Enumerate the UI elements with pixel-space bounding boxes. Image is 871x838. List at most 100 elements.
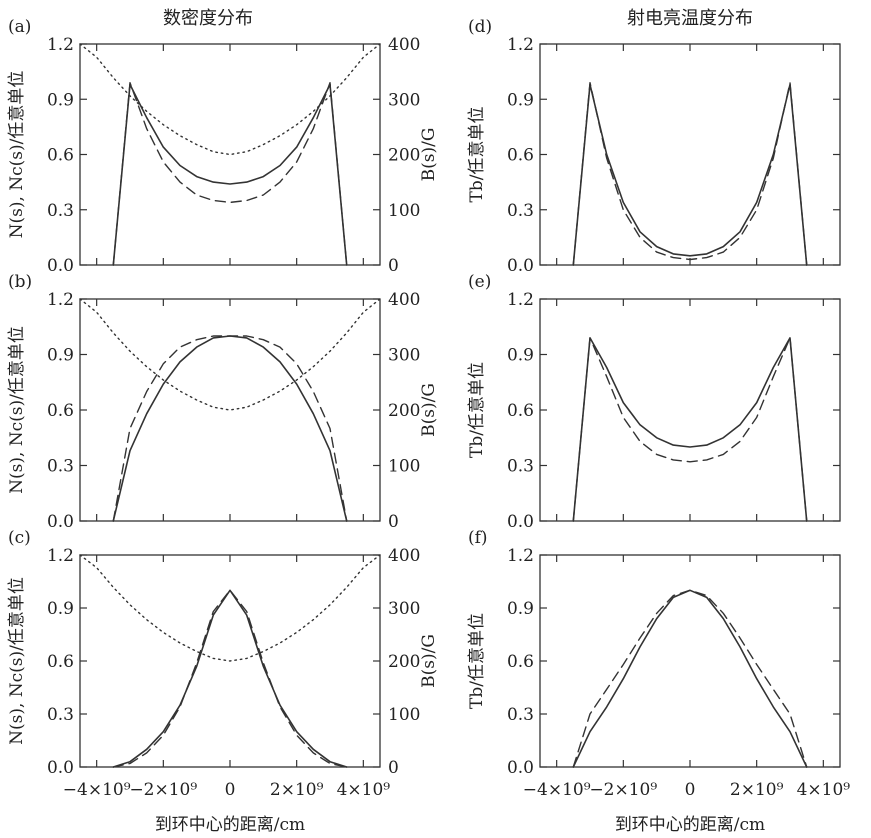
panel-frame (539, 554, 841, 768)
y-tick-label: 0.9 (47, 90, 74, 110)
y2-tick-label: 300 (388, 346, 420, 366)
panel-label: (d) (468, 17, 492, 37)
y2-tick-label: 400 (388, 546, 420, 566)
series-line-solid (112, 335, 348, 522)
y-tick-label: 0.3 (47, 457, 74, 477)
x-axis-label-right: 到环中心的距离/cm (615, 815, 765, 835)
y2-axis-label: B(s)/G (419, 634, 439, 688)
panel-label: (b) (8, 272, 32, 292)
panel-e: (e) 0.0 0.3 0.6 0.9 1.2 Tb/任意单位 (467, 272, 841, 532)
panel-frame (79, 298, 381, 522)
y2-tick-label: 0 (388, 512, 399, 532)
series-line-solid (572, 337, 808, 522)
y-tick-label: 0.6 (47, 401, 74, 421)
y-tick-label: 0.3 (507, 201, 534, 221)
y-tick-label: 0.0 (507, 512, 534, 532)
panel-f: (f) 0.0 0.3 0.6 0.9 1.2 −4×10⁹−2×10⁹ 0 2×10⁹ 4×10… (467, 528, 850, 800)
y-axis-label: Tb/任意单位 (467, 362, 487, 458)
y2-tick-label: 200 (388, 401, 420, 421)
y-tick-label: 0.3 (47, 705, 74, 725)
y-tick-label: 0.6 (507, 652, 534, 672)
y-tick-label: 0.3 (507, 457, 534, 477)
x-tick-label: −4×10⁹ (63, 780, 131, 800)
y2-tick-label: 0 (388, 256, 399, 276)
y-tick-label: 0.9 (507, 599, 534, 619)
y2-tick-label: 400 (388, 290, 420, 310)
y2-tick-label: 200 (388, 652, 420, 672)
x-tick-label: 2×10⁹ (730, 780, 784, 800)
series-line-dotted (79, 298, 381, 411)
column-title-density: 数密度分布 (163, 8, 253, 29)
y2-axis-label: B(s)/G (419, 128, 439, 182)
y-tick-label: 0.6 (47, 146, 74, 166)
panel-frame (539, 43, 841, 266)
y-tick-label: 0.0 (47, 512, 74, 532)
y-tick-label: 0.6 (507, 401, 534, 421)
y-tick-label: 1.2 (507, 546, 534, 566)
series-line-dashed (572, 589, 808, 768)
y-tick-label: 0.3 (507, 705, 534, 725)
panel-label: (e) (468, 272, 491, 292)
y2-tick-label: 200 (388, 146, 420, 166)
panel-b: (b) 0.0 0.3 0.6 0.9 1.2 0 100 200 300 400 B(s)/G N(s… (7, 272, 439, 532)
y2-tick-label: 100 (388, 705, 420, 725)
x-tick-label: −2×10⁹ (129, 780, 197, 800)
x-axis-label-left: 到环中心的距离/cm (155, 815, 305, 835)
series-line-dotted (79, 554, 381, 662)
y2-tick-label: 400 (388, 35, 420, 55)
y-tick-label: 0.6 (507, 146, 534, 166)
y-tick-label: 0.0 (507, 758, 534, 778)
x-tick-label: 0 (225, 780, 236, 800)
y-tick-label: 0.3 (47, 201, 74, 221)
series-line-solid (572, 83, 808, 266)
y-axis-label: N(s), Nc(s)/任意单位 (7, 326, 27, 494)
y-tick-label: 0.6 (47, 652, 74, 672)
y-tick-label: 0.9 (47, 599, 74, 619)
panel-label: (a) (8, 17, 31, 37)
series-line-solid (572, 589, 808, 768)
y-tick-label: 0.0 (47, 256, 74, 276)
y2-axis-label: B(s)/G (419, 383, 439, 437)
y-tick-label: 0.0 (47, 758, 74, 778)
series-line-dashed (572, 82, 808, 266)
series-line-solid (112, 589, 348, 768)
series-line-dashed (112, 335, 348, 522)
y-tick-label: 1.2 (507, 35, 534, 55)
y-tick-label: 0.9 (507, 90, 534, 110)
panel-frame (539, 298, 841, 522)
series-line-dashed (572, 337, 808, 522)
y-tick-label: 0.0 (507, 256, 534, 276)
y2-tick-label: 300 (388, 599, 420, 619)
y-tick-label: 1.2 (47, 290, 74, 310)
y2-tick-label: 300 (388, 90, 420, 110)
series-line-dotted (79, 43, 381, 156)
y2-tick-label: 100 (388, 457, 420, 477)
y-tick-label: 1.2 (47, 35, 74, 55)
y-axis-label: Tb/任意单位 (467, 613, 487, 709)
series-line-dashed (112, 589, 348, 768)
column-title-brightness: 射电亮温度分布 (627, 8, 753, 29)
series-line-solid (112, 83, 348, 266)
y2-tick-label: 100 (388, 201, 420, 221)
x-tick-label: 2×10⁹ (270, 780, 324, 800)
y-axis-label: N(s), Nc(s)/任意单位 (7, 577, 27, 745)
y2-tick-label: 0 (388, 758, 399, 778)
panel-frame (79, 43, 381, 266)
y-tick-label: 0.9 (47, 346, 74, 366)
panel-d: (d) 0.0 0.3 0.6 0.9 1.2 Tb/任意单位 (467, 17, 841, 276)
panel-a: (a) 0.0 0.3 0.6 0.9 1.2 0 100 200 300 400 B(s)/G N(s… (7, 17, 439, 276)
x-tick-label: −4×10⁹ (523, 780, 591, 800)
series-line-dashed (112, 82, 348, 266)
x-tick-label: 4×10⁹ (797, 780, 851, 800)
x-tick-label: 0 (685, 780, 696, 800)
y-tick-label: 0.9 (507, 346, 534, 366)
panel-label: (f) (468, 528, 488, 548)
y-axis-label: N(s), Nc(s)/任意单位 (7, 71, 27, 239)
y-tick-label: 1.2 (507, 290, 534, 310)
y-tick-label: 1.2 (47, 546, 74, 566)
y-axis-label: Tb/任意单位 (467, 107, 487, 203)
x-tick-label: −2×10⁹ (589, 780, 657, 800)
x-tick-label: 4×10⁹ (337, 780, 391, 800)
panel-c: (c) 0.0 0.3 0.6 0.9 1.2 0 100 200 300 400 B(s)/G −4×… (7, 528, 439, 800)
